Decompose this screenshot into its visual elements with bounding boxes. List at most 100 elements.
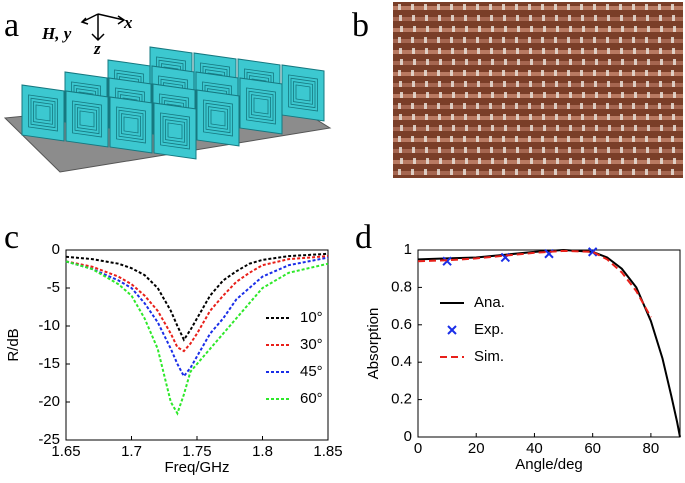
panel-label: a (4, 7, 19, 44)
wire-dash (476, 136, 479, 142)
cell-ring (162, 115, 188, 147)
wire-dash (593, 70, 596, 76)
plot-frame (417, 249, 681, 438)
wire-dash (595, 92, 598, 98)
wire-dash (541, 37, 544, 43)
y-axis-label: Absorption (365, 308, 382, 380)
wire-dash (582, 59, 585, 65)
resonator-cell (21, 84, 65, 142)
wire-dash (491, 125, 494, 131)
cell-face (239, 77, 283, 135)
cell-ring (79, 110, 95, 128)
wire-dash (503, 48, 506, 54)
wire-dash (672, 48, 675, 54)
wire-dash (541, 136, 544, 142)
wire-dash (412, 114, 415, 120)
wire-dash (477, 114, 480, 120)
cell-ring (77, 107, 97, 131)
wire-dash (412, 48, 415, 54)
wire-dash (425, 114, 428, 120)
wire-dash (489, 136, 492, 142)
data-line (65, 256, 329, 379)
wire-dash (439, 59, 442, 65)
panel-label: b (352, 7, 369, 44)
wire-dash (400, 125, 403, 131)
wire-dash (594, 147, 597, 153)
wire-dash (581, 81, 584, 87)
cell-ring (35, 104, 51, 122)
wire-dash (607, 81, 610, 87)
wire-dash (451, 15, 454, 21)
wire-dash (541, 70, 544, 76)
wire-dash (659, 15, 662, 21)
wire-dash (633, 147, 636, 153)
x-axis-label: Freq/GHz (164, 459, 229, 476)
wire-dash (619, 136, 622, 142)
wire-dash (503, 147, 506, 153)
wire-dash (489, 4, 492, 10)
wire-dash (464, 114, 467, 120)
wire-dash (581, 147, 584, 153)
copper-strip (393, 116, 683, 120)
wire-dash (671, 70, 674, 76)
wire-dash (569, 92, 572, 98)
wire-dash (529, 114, 532, 120)
wire-dash (464, 147, 467, 153)
cell-face (21, 84, 65, 142)
wire-dash (646, 15, 649, 21)
copper-strip (393, 138, 683, 142)
wire-dash (633, 114, 636, 120)
wire-dash (660, 26, 663, 32)
wire-dash (450, 136, 453, 142)
wire-dash (515, 103, 518, 109)
wire-dash (399, 15, 402, 21)
resonator-cell (65, 90, 109, 148)
wire-dash (450, 169, 453, 175)
wire-dash (645, 37, 648, 43)
wire-dash (463, 103, 466, 109)
x-tick-label: 0 (414, 440, 422, 457)
copper-strip (393, 171, 683, 175)
cell-ring (253, 97, 269, 115)
wire-dash (607, 114, 610, 120)
wire-dash (439, 158, 442, 164)
cell-ring (203, 99, 233, 137)
resonator-cell (281, 64, 325, 122)
wire-dash (671, 4, 674, 10)
wire-dash (528, 70, 531, 76)
y-tick-label: 0.4 (391, 353, 412, 370)
wire-dash (671, 136, 674, 142)
wire-dash (541, 4, 544, 10)
y-tick-label: -10 (38, 317, 60, 334)
wire-dash (580, 103, 583, 109)
y-tick-label: -20 (38, 393, 60, 410)
wire-dash (424, 4, 427, 10)
wire-dash (439, 125, 442, 131)
wire-dash (489, 70, 492, 76)
wire-dash (621, 26, 624, 32)
wire-dash (606, 136, 609, 142)
wire-dash (645, 4, 648, 10)
wire-dash (672, 15, 675, 21)
wire-dash (593, 4, 596, 10)
wire-dash (634, 26, 637, 32)
wire-dash (619, 37, 622, 43)
wire-dash (567, 136, 570, 142)
wire-dash (437, 169, 440, 175)
wire-dash (439, 92, 442, 98)
wire-dash (621, 158, 624, 164)
cell-ring (293, 81, 313, 105)
wire-dash (411, 4, 414, 10)
wire-dash (502, 136, 505, 142)
wire-dash (398, 4, 401, 10)
wire-dash (412, 81, 415, 87)
wire-dash (554, 103, 557, 109)
panel-label: d (355, 219, 372, 256)
wire-dash (542, 15, 545, 21)
wire-dash (671, 103, 674, 109)
wire-dash (581, 48, 584, 54)
wire-dash (621, 92, 624, 98)
wire-dash (463, 70, 466, 76)
x-tick-label: 20 (468, 440, 485, 457)
wire-dash (632, 136, 635, 142)
